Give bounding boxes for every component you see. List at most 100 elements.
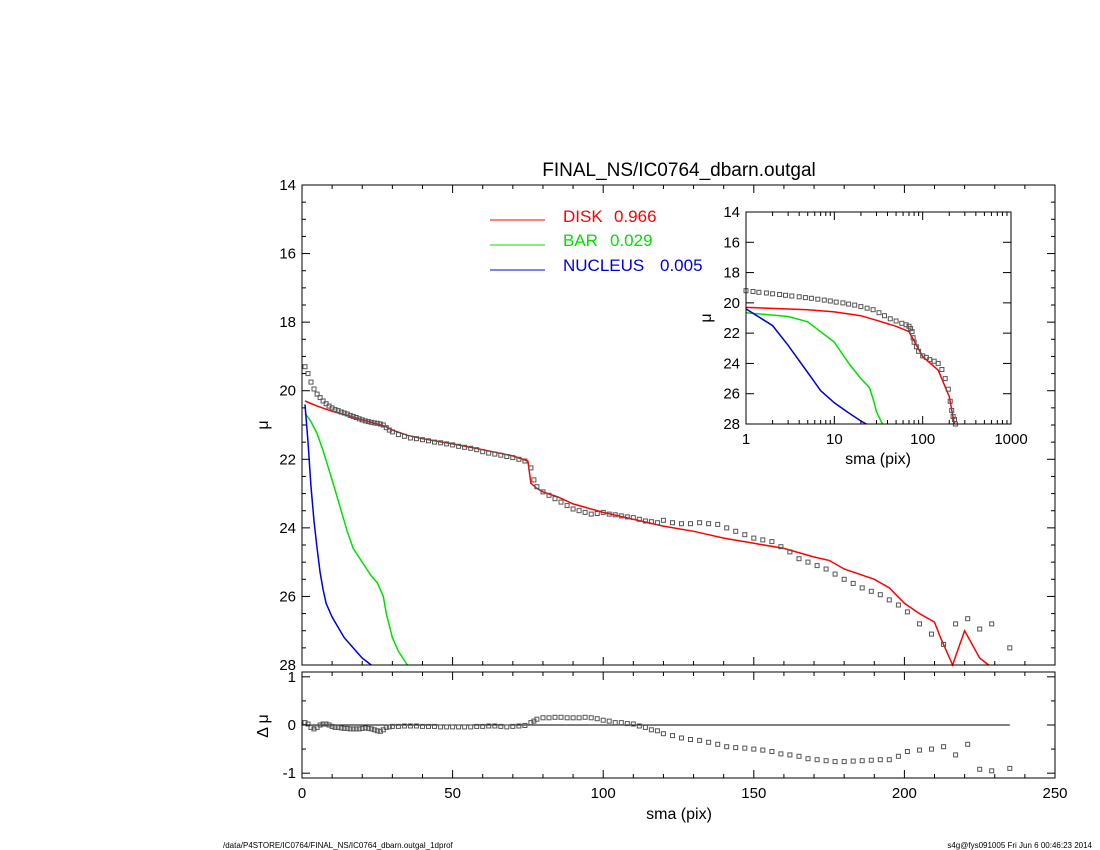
inset-ytick-label: 20	[723, 295, 740, 312]
residual-data-point	[462, 724, 468, 730]
residual-data-point	[386, 724, 392, 730]
residual-data-point	[688, 737, 693, 742]
residual-data-point	[965, 741, 971, 747]
residual-xtick-label: 100	[591, 785, 616, 802]
inset-data-point	[827, 298, 833, 304]
main-data-point	[594, 511, 600, 516]
main-data-point	[522, 458, 528, 464]
main-data-point	[877, 592, 883, 598]
residual-data-point	[859, 758, 865, 764]
residual-series-group	[302, 714, 1013, 774]
main-data-point	[787, 549, 793, 555]
main-data-point	[929, 631, 934, 637]
residual-data-point	[787, 752, 793, 758]
main-ytick-label: 22	[279, 451, 296, 468]
inset-data-point	[911, 339, 917, 345]
inset-data-point	[770, 291, 776, 297]
inset-data-point	[870, 307, 876, 313]
main-data-point	[450, 442, 456, 448]
main-data-point	[778, 544, 784, 550]
main-data-point	[374, 420, 380, 426]
main-data-point	[917, 621, 922, 627]
residual-data-point	[426, 723, 431, 729]
inset-data-point	[893, 318, 899, 324]
residual-data-point	[395, 723, 401, 729]
main-data-point	[977, 626, 983, 632]
inset-data-point	[939, 367, 945, 372]
legend-value-nucleus: 0.005	[660, 256, 703, 275]
inset-ytick-label: 26	[723, 386, 740, 403]
inset-data-point	[808, 295, 814, 301]
residual-data-point	[823, 758, 829, 764]
residual-data-point	[368, 726, 374, 732]
residual-data-point	[420, 723, 425, 729]
main-ytick-label: 16	[279, 246, 296, 263]
main-data-point	[438, 440, 444, 446]
residual-data-point	[724, 744, 730, 750]
inset-data-point	[821, 297, 827, 303]
residual-data-point	[450, 724, 456, 730]
inset-plot-panel: 14 16 18 20 22 24 26 281 10 100 1000 μ sma (pix)	[698, 204, 1028, 468]
main-data-point	[1007, 645, 1013, 651]
residual-data-point	[456, 724, 462, 730]
main-data-point	[302, 364, 308, 370]
inset-data-point	[909, 329, 915, 335]
main-data-point	[335, 408, 341, 414]
main-data-point	[305, 371, 311, 377]
inset-xtick-label: 1000	[994, 431, 1027, 448]
main-data-point	[534, 484, 540, 490]
residual-xtick-label: 0	[298, 785, 306, 802]
main-data-point	[356, 416, 362, 422]
residual-ytick-label: 0	[288, 717, 296, 734]
residual-data-point	[335, 724, 341, 730]
inset-data-point	[887, 316, 893, 322]
residual-data-point	[953, 752, 959, 758]
residual-data-point	[636, 723, 642, 729]
residual-data-point	[444, 724, 450, 730]
inset-data-point	[756, 289, 762, 295]
residual-data-point	[365, 725, 371, 731]
main-series-group	[302, 364, 1013, 668]
residual-data-point	[344, 725, 350, 731]
main-data-point	[474, 447, 480, 453]
main-data-point	[492, 451, 498, 457]
main-data-point	[612, 512, 618, 518]
main-data-point	[570, 506, 576, 512]
residual-data-point	[353, 726, 359, 732]
residual-data-point	[832, 759, 838, 765]
main-data-point	[886, 597, 892, 603]
main-data-point	[679, 521, 684, 527]
residual-data-point	[350, 726, 356, 732]
main-data-point	[706, 521, 712, 527]
main-data-point	[462, 444, 468, 450]
residual-data-point	[706, 739, 712, 745]
main-data-point	[697, 520, 703, 526]
residual-data-point	[886, 757, 892, 763]
main-data-point	[606, 511, 612, 517]
main-data-point	[552, 496, 558, 502]
main-data-point	[338, 409, 344, 415]
residual-data-point	[904, 749, 910, 754]
residual-data-point	[492, 723, 498, 729]
residual-data-point	[438, 724, 444, 730]
residual-data-point	[329, 723, 335, 729]
inset-xtick-label: 10	[826, 431, 843, 448]
residual-data-point	[850, 758, 856, 764]
main-data-point	[688, 521, 693, 527]
main-data-point	[558, 499, 564, 505]
main-data-point	[377, 421, 383, 427]
main-y-axis-label: μ	[255, 420, 272, 429]
residual-data-point	[760, 747, 766, 753]
residual-data-point	[356, 726, 362, 732]
x-axis-label: sma (pix)	[646, 806, 712, 823]
residual-data-point	[679, 735, 684, 741]
main-data-point	[341, 410, 347, 416]
main-data-point	[989, 621, 995, 627]
main-data-point	[636, 516, 642, 522]
main-data-point	[823, 566, 829, 572]
main-data-point	[859, 585, 865, 591]
main-data-point	[654, 520, 660, 526]
main-data-point	[546, 492, 552, 498]
residual-data-point	[841, 759, 847, 765]
